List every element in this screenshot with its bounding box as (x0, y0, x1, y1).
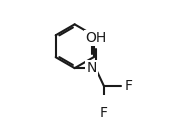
Text: N: N (86, 61, 97, 75)
Text: F: F (125, 79, 133, 93)
Text: F: F (100, 106, 108, 120)
Text: OH: OH (85, 31, 106, 45)
